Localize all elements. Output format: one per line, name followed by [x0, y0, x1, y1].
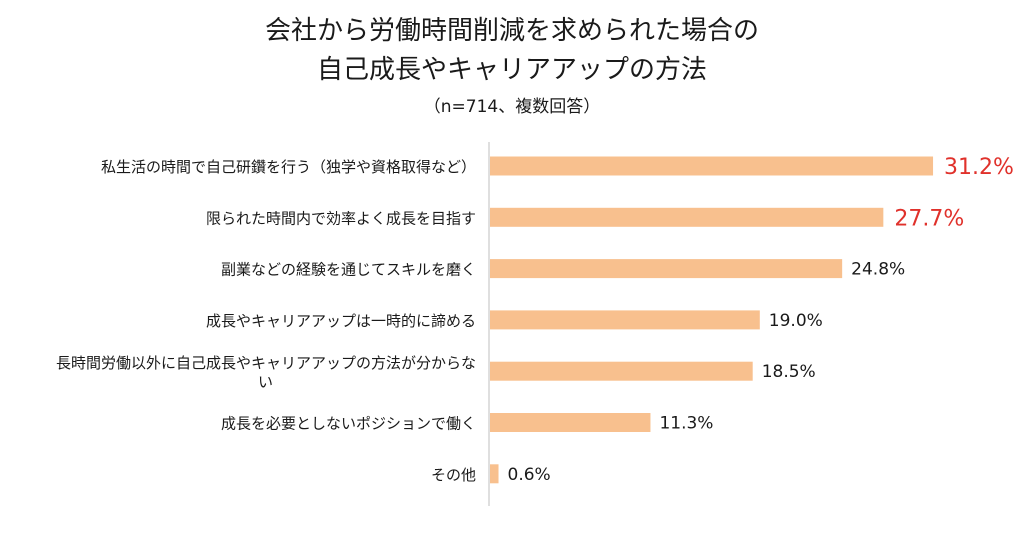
category-label: 副業などの経験を通じてスキルを磨く [221, 261, 476, 279]
category-label: 長時間労働以外に自己成長やキャリアアップの方法が分からない [56, 354, 476, 391]
bar [490, 361, 753, 381]
value-label: 11.3% [659, 414, 713, 434]
chart-subtitle: （n=714、複数回答） [423, 97, 601, 117]
bar [490, 310, 760, 330]
chart-title-line-1: 会社から労働時間削減を求められた場合の [264, 16, 759, 46]
value-label: 27.7% [894, 206, 964, 231]
bar [490, 413, 651, 432]
category-label: 私生活の時間で自己研鑽を行う（独学や資格取得など） [101, 158, 476, 176]
chart-title-line-2: 自己成長やキャリアアップの方法 [316, 55, 707, 85]
value-label: 0.6% [508, 465, 551, 485]
bar [490, 464, 499, 484]
value-label: 31.2% [944, 155, 1014, 180]
bar [490, 156, 934, 176]
category-label: その他 [431, 466, 476, 484]
bar [490, 207, 884, 227]
bar [490, 259, 843, 279]
category-label: 成長やキャリアアップは一時的に諦める [206, 312, 476, 330]
value-label: 18.5% [762, 362, 816, 382]
category-label: 限られた時間内で効率よく成長を目指す [206, 209, 476, 227]
value-label: 24.8% [851, 260, 905, 280]
value-label: 19.0% [769, 311, 823, 331]
category-label: 成長を必要としないポジションで働く [221, 415, 476, 433]
